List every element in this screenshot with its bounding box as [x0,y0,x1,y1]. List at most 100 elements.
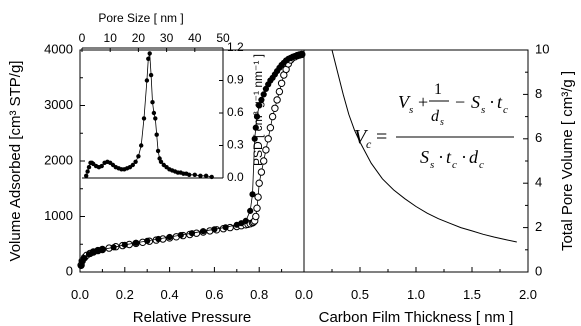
right-y-tick-label: 2 [535,219,542,234]
pore-volume-curve [331,49,517,243]
right-x-tick-label: 2.0 [519,287,537,302]
psd-point [146,56,151,61]
psd-point [84,173,89,178]
desorption-point [258,96,265,104]
adsorption-point [262,146,270,154]
inset-x-axis-label: Pore Size [ nm ] [98,11,183,25]
right-x-axis-label: Carbon Film Thickness [ nm ] [319,309,514,326]
desorption-point [251,135,258,142]
inset-x-tick-label: 40 [188,31,202,45]
inset-y-tick-label: 0.3 [227,138,244,152]
psd-point [209,174,214,180]
desorption-point [99,246,106,253]
svg-text:=: = [376,126,387,148]
right-y-tick-label: 10 [535,41,549,56]
inset-x-tick-label: 50 [216,31,230,45]
inset-axis-tick-labels: 0 10 20 30 40 50 0.0 0.3 0.6 0.9 1.2 [79,31,244,184]
right-axis-tick-labels: 0.0 0.5 1.0 1.5 2.0 0 2 4 6 8 10 [295,41,550,302]
psd-point [133,159,138,164]
inset-x-tick-label: 30 [160,31,174,45]
psd-point [192,172,197,177]
desorption-point [253,113,261,120]
svg-text:1: 1 [434,81,442,98]
adsorption-point [275,87,284,96]
adsorption-point [253,204,261,212]
psd-point [151,110,157,116]
psd-point [198,173,203,178]
psd-point [144,78,150,83]
adsorption-point [268,112,277,121]
svg-text:c: c [479,159,484,171]
inset-x-tick-label: 0 [79,31,86,45]
desorption-point [256,102,263,109]
left-x-axis-label: Relative Pressure [133,309,251,326]
svg-text:d: d [431,108,440,125]
psd-point [157,156,162,161]
inset-y-tick-label: 0.6 [227,105,244,119]
adsorption-point [254,193,262,201]
psd-point [99,163,104,169]
left-y-tick-label: 3000 [44,97,73,112]
psd-point [141,116,147,121]
psd-point [148,72,154,78]
svg-text:s: s [409,104,413,116]
desorption-point [188,230,196,237]
isotherm-series [77,50,306,269]
svg-text:d: d [469,147,479,167]
psd-point [86,165,92,170]
psd-point [187,172,192,177]
desorption-point [144,237,151,244]
psd-point [158,159,164,164]
adsorption-point [260,157,268,165]
psd-point [153,116,158,121]
adsorption-point [266,124,275,132]
svg-text:+: + [418,92,428,112]
psd-point [155,148,161,154]
right-x-tick-label: 0.0 [295,287,313,302]
svg-text:·: · [438,147,444,167]
desorption-point [249,191,256,198]
adsorption-point [252,212,260,221]
psd-point [147,51,152,56]
desorption-point [121,241,128,248]
svg-text:V: V [398,92,411,112]
svg-text:s: s [481,104,485,116]
right-y-tick-label: 4 [535,175,542,190]
left-axis-ticks [79,49,283,273]
desorption-point [247,207,254,214]
left-y-tick-label: 0 [66,263,73,278]
svg-text:−: − [455,92,465,112]
svg-text:V: V [354,126,369,148]
psd-point [130,162,135,168]
desorption-point [242,217,249,224]
left-x-tick-label: 0.0 [71,287,89,302]
psd-line [85,53,212,178]
inset-axis-ticks [81,47,224,179]
desorption-point [260,91,267,98]
desorption-point [81,255,88,262]
right-plot-frame [303,49,529,273]
desorption-point [252,124,259,131]
svg-text:t: t [497,92,503,112]
inset-y-axis-label: PSD [ cm³ g⁻¹ nm⁻¹ ] [251,54,265,166]
desorption-point [298,51,305,58]
svg-text:S: S [420,147,429,167]
svg-text:S: S [471,92,480,112]
adsorption-point [255,179,263,187]
pore-volume-equation: V c = V s + 1 d s − S s · t c S s · t c … [354,81,514,171]
inset-x-tick-label: 20 [132,31,146,45]
svg-text:·: · [489,92,495,112]
inset-y-tick-label: 0.0 [227,170,244,184]
left-axis-tick-labels: 0.0 0.2 0.4 0.6 0.8 0 1000 2000 3000 4000 [44,41,268,302]
adsorption-point [273,96,281,104]
svg-text:s: s [440,117,444,128]
psd-point [85,169,90,174]
adsorption-point [257,168,266,176]
desorption-point [166,233,173,241]
right-y-axis-label: Total Pore Volume [ cm³/g ] [559,71,576,251]
inset-y-tick-label: 0.9 [227,73,244,87]
desorption-point [211,226,218,233]
desorption-point [132,239,140,246]
